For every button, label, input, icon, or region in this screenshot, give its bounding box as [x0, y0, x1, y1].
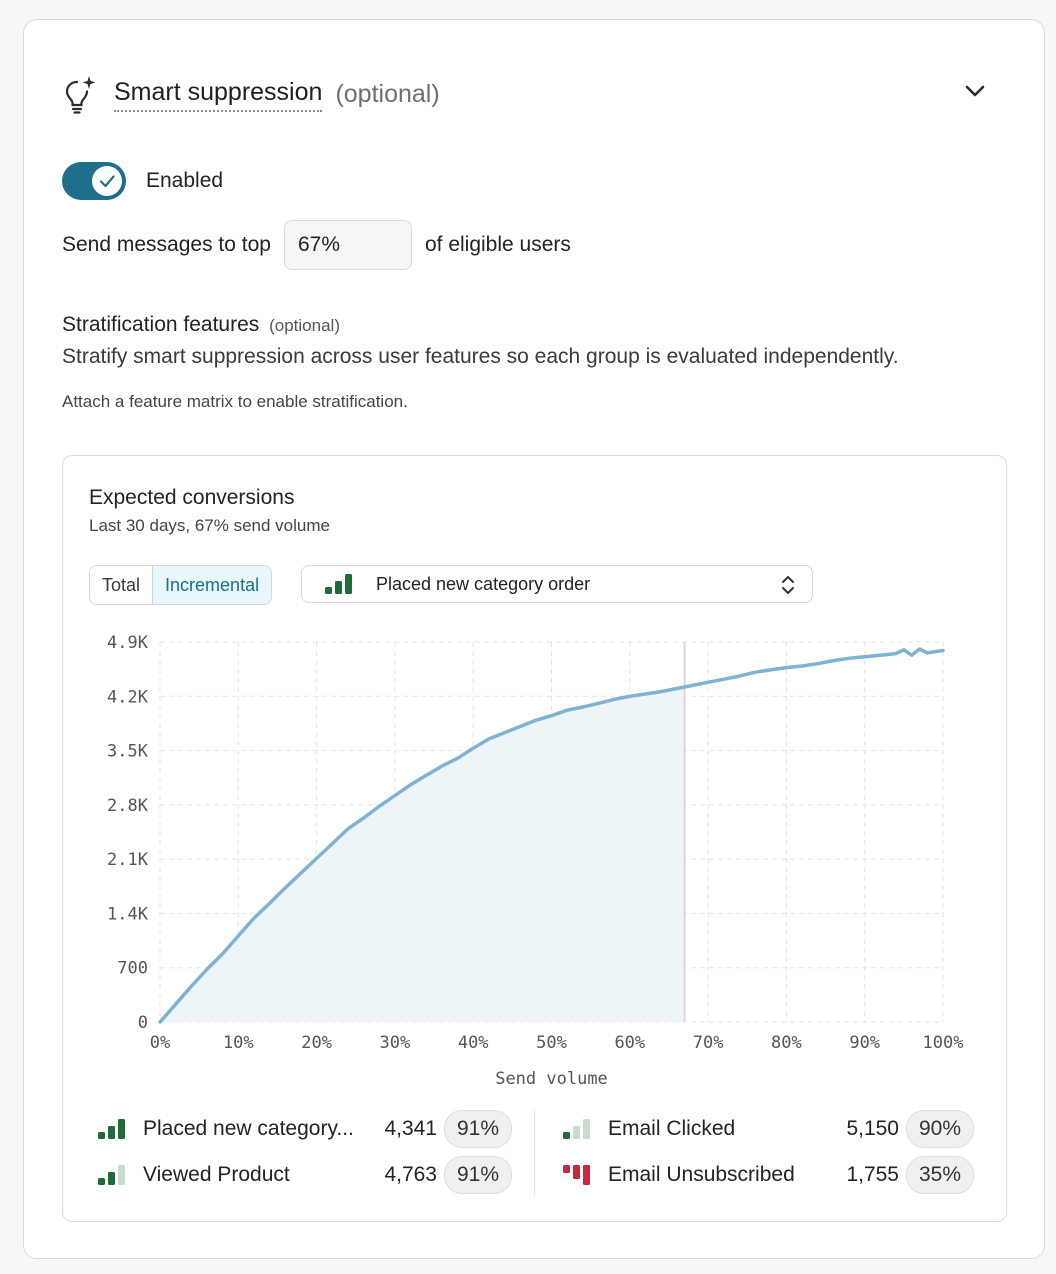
smart-suppression-card: Smart suppression (optional) Enabled Sen… — [23, 19, 1045, 1259]
x-tick-label: 20% — [301, 1033, 332, 1053]
metric-select[interactable]: Placed new category order — [301, 565, 813, 603]
legend-item-email-unsubscribed[interactable]: Email Unsubscribed — [562, 1156, 822, 1194]
panel-subtitle: Last 30 days, 67% send volume — [89, 516, 330, 535]
legend-percent-badge: 91% — [444, 1156, 513, 1194]
legend-name: Email Unsubscribed — [608, 1163, 795, 1186]
x-tick-label: 50% — [536, 1033, 567, 1053]
x-axis-label: Send volume — [495, 1069, 608, 1089]
send-prefix-label: Send messages to top — [62, 233, 271, 256]
enabled-label: Enabled — [146, 169, 224, 192]
x-tick-label: 30% — [380, 1033, 411, 1053]
enabled-toggle-row: Enabled — [62, 162, 223, 200]
signal-bars-icon — [325, 574, 352, 594]
selected-volume-area — [160, 687, 685, 1022]
chart-legend: Placed new category... 4,341 91% Viewed … — [97, 1110, 987, 1200]
expected-conversions-panel: Expected conversions Last 30 days, 67% s… — [62, 455, 1007, 1222]
x-tick-label: 90% — [849, 1033, 880, 1053]
legend-percent-badge: 35% — [906, 1156, 975, 1194]
stratification-heading: Stratification features (optional) — [62, 313, 340, 337]
lightbulb-sparkle-icon — [65, 76, 96, 114]
x-tick-label: 100% — [923, 1033, 964, 1053]
legend-item-email-clicked[interactable]: Email Clicked — [562, 1110, 822, 1148]
legend-value: 4,763 — [384, 1163, 437, 1186]
metric-select-label: Placed new category order — [376, 573, 591, 594]
select-caret-icon — [782, 576, 794, 594]
x-tick-label: 10% — [223, 1033, 254, 1053]
y-tick-label: 0 — [138, 1013, 148, 1033]
stratification-optional-label: (optional) — [269, 316, 340, 335]
expected-conversions-chart: 0% 10% 20% 30% 40% 50% 60% 70% 80% 90% 100% 0 700 1.4… — [107, 633, 964, 1089]
x-tick-label: 60% — [614, 1033, 645, 1053]
y-tick-label: 4.9K — [107, 633, 149, 653]
stratification-description: Stratify smart suppression across user f… — [62, 345, 899, 368]
conversion-series-line — [158, 647, 945, 1024]
section-title: Smart suppression — [114, 76, 323, 112]
signal-bars-negative-icon — [563, 1165, 590, 1185]
section-header[interactable]: Smart suppression (optional) — [64, 74, 440, 114]
signal-bars-low-icon — [563, 1119, 590, 1139]
enabled-toggle[interactable] — [62, 162, 126, 200]
legend-percent-badge: 91% — [444, 1110, 513, 1148]
toggle-knob — [92, 166, 122, 196]
legend-item-viewed-product[interactable]: Viewed Product — [97, 1156, 387, 1194]
x-tick-label: 80% — [771, 1033, 802, 1053]
legend-divider — [534, 1110, 535, 1196]
x-tick-label: 70% — [693, 1033, 724, 1053]
legend-item-placed-new-category[interactable]: Placed new category... — [97, 1110, 387, 1148]
y-tick-label: 4.2K — [107, 687, 149, 707]
checkmark-icon — [99, 175, 115, 188]
signal-bars-high-icon — [98, 1119, 125, 1139]
legend-value: 1,755 — [846, 1163, 899, 1186]
x-tick-label: 40% — [458, 1033, 489, 1053]
tab-total[interactable]: Total — [102, 575, 141, 595]
stratification-note: Attach a feature matrix to enable strati… — [62, 392, 408, 411]
tab-incremental[interactable]: Incremental — [152, 566, 272, 604]
x-tick-label: 0% — [150, 1033, 170, 1053]
legend-percent-badge: 90% — [906, 1110, 975, 1148]
y-tick-label: 3.5K — [107, 742, 149, 762]
stratification-title: Stratification features — [62, 313, 260, 336]
y-tick-label: 1.4K — [107, 904, 149, 924]
send-percentage-row: Send messages to top of eligible users — [62, 219, 571, 271]
legend-name: Placed new category... — [143, 1117, 354, 1140]
y-tick-label: 2.8K — [107, 796, 149, 816]
send-suffix-label: of eligible users — [424, 233, 571, 256]
y-tick-label: 2.1K — [107, 850, 149, 870]
y-tick-label: 700 — [117, 959, 148, 979]
legend-name: Email Clicked — [608, 1117, 736, 1140]
section-optional-label: (optional) — [335, 80, 440, 108]
total-incremental-segmented-control: Total Incremental — [89, 565, 273, 605]
send-percentage-input[interactable] — [283, 220, 412, 270]
legend-value: 4,341 — [384, 1117, 437, 1140]
legend-name: Viewed Product — [143, 1163, 290, 1186]
chevron-down-icon[interactable] — [962, 78, 988, 104]
signal-bars-medium-icon — [98, 1165, 125, 1185]
legend-value: 5,150 — [846, 1117, 899, 1140]
panel-title: Expected conversions — [89, 486, 295, 509]
